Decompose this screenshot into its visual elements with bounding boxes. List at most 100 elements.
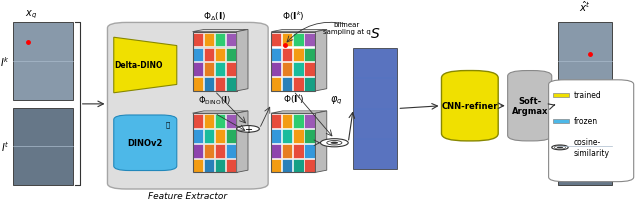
Bar (226, 78, 236, 91)
Bar (214, 144, 225, 158)
Bar (214, 78, 225, 91)
Bar (282, 78, 292, 91)
FancyBboxPatch shape (108, 23, 268, 189)
Polygon shape (114, 38, 177, 93)
Bar (204, 63, 214, 77)
Bar (193, 114, 237, 173)
Bar (226, 144, 236, 158)
Text: 🔒: 🔒 (165, 120, 170, 127)
Bar (204, 115, 214, 128)
Text: $S$: $S$ (370, 27, 381, 41)
Bar (293, 159, 303, 173)
Bar (214, 34, 225, 47)
Bar (214, 129, 225, 143)
Bar (282, 34, 292, 47)
Bar (282, 144, 292, 158)
Bar (214, 115, 225, 128)
Bar (204, 34, 214, 47)
Bar (282, 129, 292, 143)
Text: $\Phi(\mathbf{I}^t)$: $\Phi(\mathbf{I}^t)$ (283, 92, 304, 105)
Bar (193, 78, 203, 91)
Polygon shape (353, 49, 397, 169)
Bar (271, 34, 282, 47)
Bar (305, 63, 314, 77)
Bar (558, 108, 612, 185)
Polygon shape (193, 30, 248, 33)
Text: $\Phi_\Delta(\mathbf{I})$: $\Phi_\Delta(\mathbf{I})$ (203, 11, 227, 23)
Bar (293, 48, 303, 62)
Text: trained: trained (574, 91, 602, 100)
Text: Soft-
Argmax: Soft- Argmax (511, 97, 548, 116)
Text: $I^t$: $I^t$ (1, 140, 10, 154)
Circle shape (237, 126, 259, 133)
Text: CNN-refiner: CNN-refiner (442, 102, 498, 111)
Bar (293, 115, 303, 128)
Bar (204, 144, 214, 158)
Text: frozen: frozen (574, 117, 598, 126)
Bar (282, 63, 292, 77)
Bar (305, 144, 314, 158)
Text: cosine-
similarity: cosine- similarity (574, 137, 610, 157)
Text: $I^k$: $I^k$ (0, 55, 10, 69)
Bar (282, 48, 292, 62)
Bar (282, 115, 292, 128)
Bar (13, 23, 73, 101)
FancyBboxPatch shape (548, 80, 634, 182)
Bar (193, 48, 203, 62)
Polygon shape (316, 30, 327, 91)
Text: $\Phi_{\rm DINO}(\mathbf{I})$: $\Phi_{\rm DINO}(\mathbf{I})$ (198, 94, 231, 106)
Circle shape (552, 145, 568, 150)
Bar (305, 159, 314, 173)
Text: DINOv2: DINOv2 (127, 139, 163, 148)
Bar (271, 33, 316, 91)
Bar (193, 63, 203, 77)
Circle shape (330, 142, 338, 144)
Bar (193, 144, 203, 158)
Bar (226, 48, 236, 62)
Bar (204, 129, 214, 143)
Bar (271, 144, 282, 158)
Bar (271, 114, 316, 173)
Bar (193, 34, 203, 47)
FancyBboxPatch shape (442, 71, 498, 141)
Text: $x_q$: $x_q$ (25, 8, 37, 21)
Bar (271, 129, 282, 143)
Polygon shape (237, 30, 248, 91)
Circle shape (557, 147, 563, 149)
Text: $\Phi(\mathbf{I}^k)$: $\Phi(\mathbf{I}^k)$ (282, 9, 305, 23)
Bar (305, 115, 314, 128)
Bar (226, 63, 236, 77)
Bar (271, 48, 282, 62)
Polygon shape (271, 111, 327, 114)
Bar (305, 129, 314, 143)
Bar (214, 48, 225, 62)
Bar (226, 159, 236, 173)
FancyBboxPatch shape (508, 71, 552, 141)
Bar (293, 63, 303, 77)
Bar (193, 115, 203, 128)
Bar (271, 159, 282, 173)
Bar (271, 78, 282, 91)
Bar (293, 129, 303, 143)
Bar (193, 129, 203, 143)
Bar (293, 78, 303, 91)
Bar (293, 144, 303, 158)
Bar (204, 48, 214, 62)
Bar (558, 23, 612, 101)
Bar (214, 63, 225, 77)
Bar (553, 119, 569, 124)
Circle shape (321, 139, 348, 147)
Polygon shape (237, 111, 248, 173)
Bar (204, 159, 214, 173)
Bar (204, 78, 214, 91)
Polygon shape (193, 111, 248, 114)
Text: Delta-DINO: Delta-DINO (115, 61, 163, 70)
Bar (305, 34, 314, 47)
Text: Feature Extractor: Feature Extractor (148, 191, 227, 200)
Bar (193, 33, 237, 91)
Bar (305, 78, 314, 91)
Bar (193, 159, 203, 173)
Polygon shape (316, 111, 327, 173)
Bar (282, 159, 292, 173)
Bar (293, 34, 303, 47)
